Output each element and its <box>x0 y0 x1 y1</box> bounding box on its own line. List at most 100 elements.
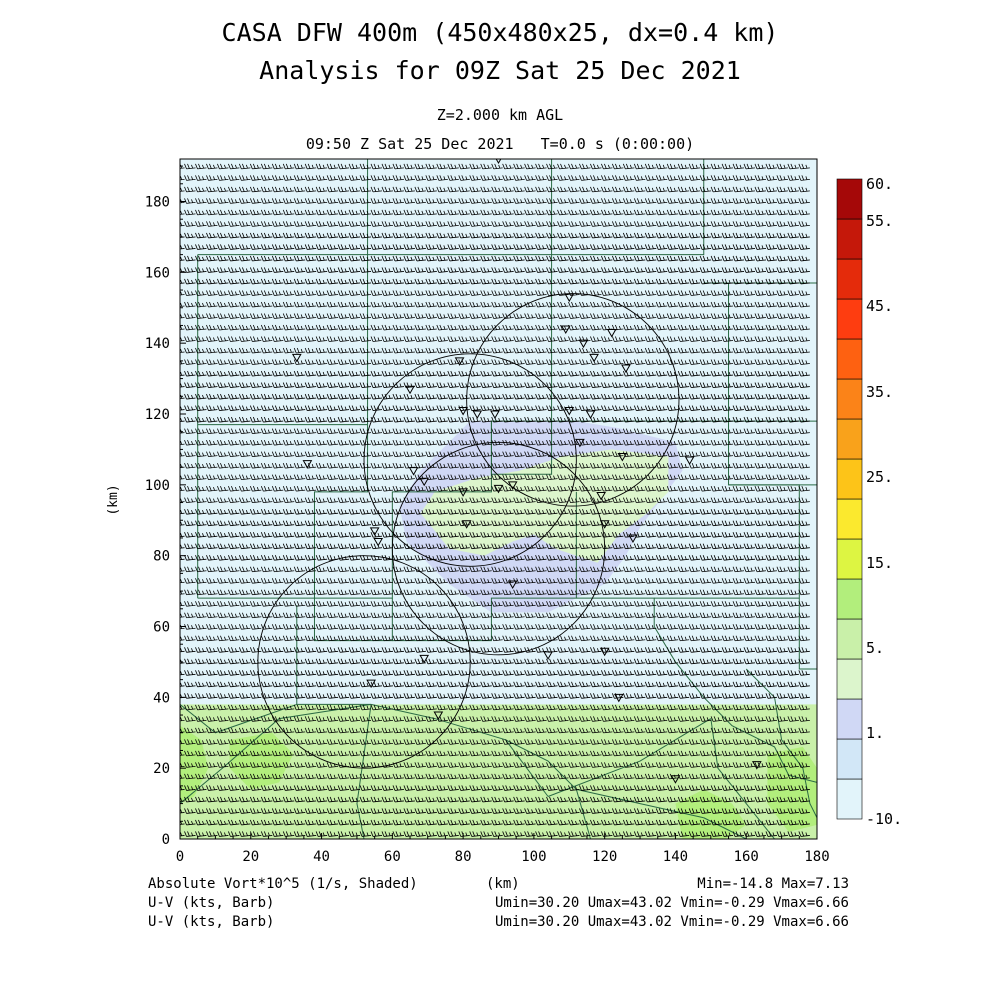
wind-barb <box>622 347 635 354</box>
wind-barb <box>611 532 624 538</box>
wind-barb <box>425 819 437 826</box>
wind-barb <box>217 278 229 285</box>
wind-barb <box>644 428 657 434</box>
colorbar: -10.1.5.15.25.35.45.55.60. <box>836 175 902 828</box>
wind-barb <box>524 612 536 619</box>
wind-barb <box>381 693 394 699</box>
wind-barb <box>359 175 372 181</box>
wind-barb <box>546 578 558 584</box>
wind-barb <box>206 393 218 400</box>
wind-barb <box>590 693 602 699</box>
wind-barb <box>195 635 207 642</box>
wind-barb <box>699 670 712 676</box>
wind-barb <box>184 255 196 262</box>
wind-barb <box>282 762 295 768</box>
wind-barb <box>601 439 613 446</box>
wind-barb <box>206 267 218 273</box>
wind-barb <box>249 451 262 458</box>
y-tick-label: 180 <box>145 195 170 211</box>
wind-barb <box>502 773 514 780</box>
wind-barb <box>765 566 777 573</box>
station-marker <box>458 406 468 416</box>
wind-barb <box>787 393 799 400</box>
wind-barb <box>622 198 635 204</box>
wind-barb <box>447 831 459 837</box>
wind-barb <box>370 739 383 745</box>
wind-barb <box>601 186 613 193</box>
wind-barb <box>184 762 196 768</box>
wind-barb <box>524 336 536 342</box>
wind-barb <box>304 773 317 780</box>
wind-barb <box>228 601 240 607</box>
wind-barb <box>754 244 767 250</box>
wind-barb <box>743 819 756 826</box>
wind-barb <box>359 716 372 722</box>
wind-barb <box>502 589 514 596</box>
wind-barb <box>414 336 426 342</box>
wind-barb <box>370 693 383 699</box>
wind-barb <box>458 635 470 642</box>
wind-barb <box>721 232 734 239</box>
wind-barb <box>798 819 810 826</box>
wind-barb <box>633 819 646 826</box>
wind-barb <box>425 647 437 653</box>
y-tick-label: 120 <box>145 407 170 423</box>
wind-barb <box>513 497 525 504</box>
wind-barb <box>271 532 284 538</box>
wind-barb <box>513 209 525 216</box>
wind-barb <box>502 635 514 642</box>
wind-barb <box>611 716 624 722</box>
barb-label-1: U-V (kts, Barb) <box>148 895 275 911</box>
wind-barb <box>765 601 777 607</box>
wind-barb <box>633 578 646 584</box>
wind-barb <box>304 831 317 837</box>
wind-barb <box>644 543 657 550</box>
wind-barb <box>535 808 547 814</box>
wind-barb <box>710 370 723 377</box>
wind-barb <box>491 555 503 561</box>
wind-barb <box>765 451 777 458</box>
wind-barb <box>238 808 251 814</box>
wind-barb <box>524 509 536 515</box>
wind-barb <box>469 785 481 791</box>
wind-barb <box>633 175 646 181</box>
colorbar-swatch <box>836 538 863 580</box>
wind-barb <box>633 382 646 388</box>
wind-barb <box>381 532 394 538</box>
wind-barb <box>699 750 712 757</box>
wind-barb <box>611 520 624 527</box>
wind-barb <box>337 198 350 204</box>
wind-barb <box>359 635 372 642</box>
station-marker <box>589 353 599 363</box>
wind-barb <box>732 462 745 469</box>
wind-barb <box>798 382 810 388</box>
wind-barb <box>315 658 328 665</box>
wind-barb <box>677 175 690 181</box>
wind-barb <box>480 635 492 642</box>
wind-barb <box>699 244 712 250</box>
wind-barb <box>293 543 306 550</box>
wind-barb <box>611 601 624 607</box>
wind-barb <box>754 796 767 803</box>
wind-barb <box>710 462 723 469</box>
wind-barb <box>217 624 229 630</box>
wind-barb <box>238 543 251 550</box>
wind-barb <box>754 290 767 296</box>
wind-barb <box>546 221 558 227</box>
wind-barb <box>622 175 635 181</box>
wind-barb <box>436 509 448 515</box>
wind-barb <box>491 313 503 319</box>
wind-barb <box>743 186 756 193</box>
wind-barb <box>425 601 437 607</box>
wind-barb <box>491 359 503 365</box>
wind-barb <box>271 785 284 791</box>
wind-barb <box>743 324 756 331</box>
wind-barb <box>184 520 196 527</box>
wind-barb <box>260 796 273 803</box>
wind-barb <box>557 589 569 596</box>
wind-barb <box>611 382 624 388</box>
wind-barb <box>568 347 580 354</box>
wind-barb <box>798 555 810 561</box>
wind-barb <box>359 509 372 515</box>
wind-barb <box>458 681 470 688</box>
